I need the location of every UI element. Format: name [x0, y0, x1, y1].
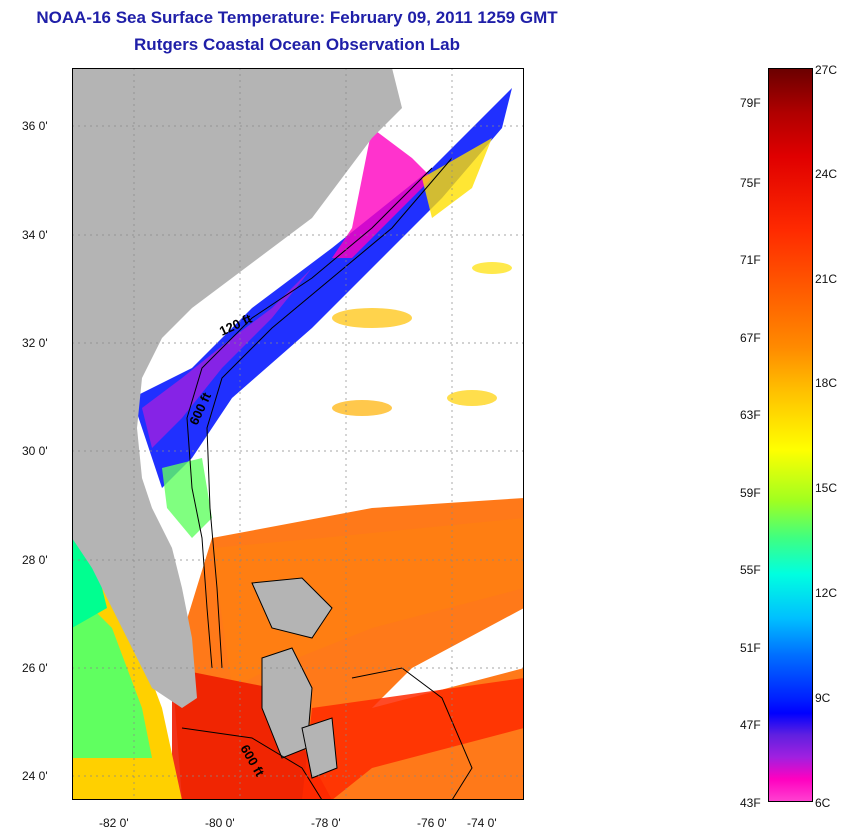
colorbar-c-label: 12C [815, 586, 838, 600]
lon-label: -82 0' [99, 816, 129, 830]
lon-label: -80 0' [205, 816, 235, 830]
lat-label: 30 0' [22, 444, 48, 458]
colorbar-c-label: 21C [815, 272, 838, 286]
colorbar-f-label: 71F [740, 253, 761, 267]
lat-label: 36 0' [22, 119, 48, 133]
colorbar-c-label: 9C [815, 691, 831, 705]
colorbar-c-label: 15C [815, 481, 838, 495]
lat-label: 28 0' [22, 553, 48, 567]
lon-label: -78 0' [311, 816, 341, 830]
temperature-colorbar [768, 68, 813, 802]
colorbar-f-label: 75F [740, 176, 761, 190]
colorbar-f-label: 59F [740, 486, 761, 500]
lat-label: 26 0' [22, 661, 48, 675]
colorbar-f-label: 47F [740, 718, 761, 732]
colorbar-c-label: 24C [815, 167, 838, 181]
colorbar-f-label: 63F [740, 408, 761, 422]
lat-label: 32 0' [22, 336, 48, 350]
colorbar-c-label: 6C [815, 796, 831, 810]
colorbar-c-label: 27C [815, 63, 838, 77]
colorbar-f-label: 51F [740, 641, 761, 655]
colorbar-f-label: 79F [740, 96, 761, 110]
lat-label: 34 0' [22, 228, 48, 242]
map-subtitle: Rutgers Coastal Ocean Observation Lab [134, 35, 460, 54]
colorbar-f-label: 43F [740, 796, 761, 810]
colorbar-c-label: 18C [815, 376, 838, 390]
lon-label: -76 0' [417, 816, 447, 830]
colorbar-f-label: 67F [740, 331, 761, 345]
sst-map: 120 ft 600 ft 600 ft [72, 68, 524, 800]
map-title: NOAA-16 Sea Surface Temperature: Februar… [36, 8, 558, 27]
lon-label: -74 0' [467, 816, 497, 830]
lat-label: 24 0' [22, 769, 48, 783]
colorbar-f-label: 55F [740, 563, 761, 577]
